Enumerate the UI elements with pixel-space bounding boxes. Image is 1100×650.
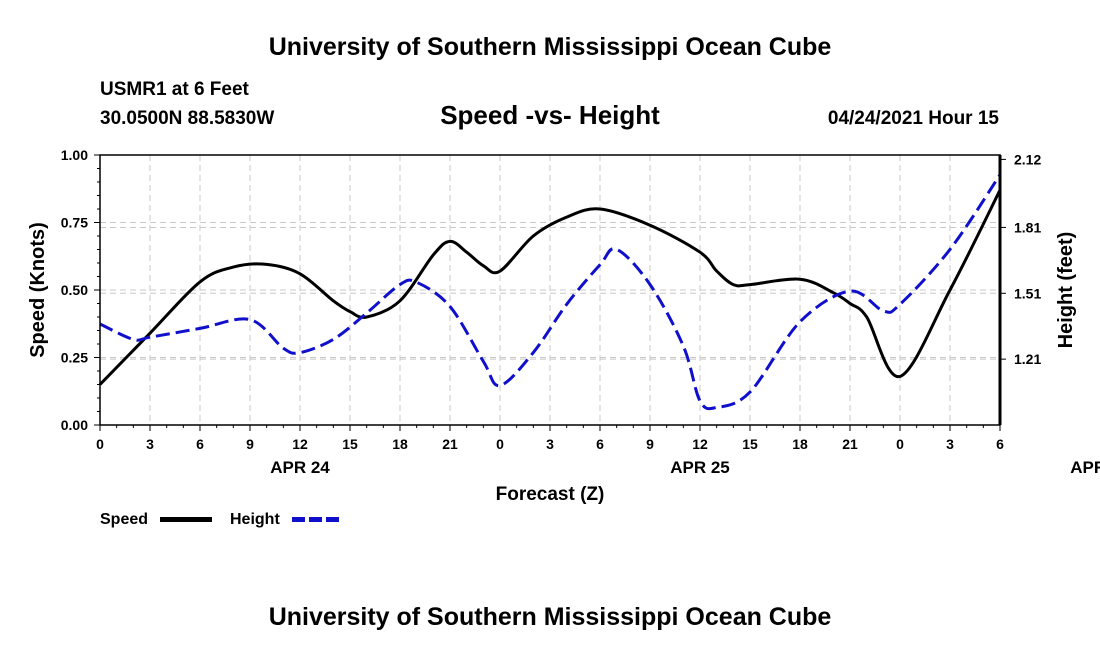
axes: 0 3 6 9 12 15 18 21 0 3 6 9 12 15 18 21 0 3 6 APR 24 APR 25 A… [61,147,1100,477]
y2-tick-label: 1.81 [1014,219,1041,235]
x-tick-label: 15 [742,436,758,452]
station-label: USMR1 at 6 Feet [100,79,250,100]
coordinates-label: 30.0500N 88.5830W [100,108,274,129]
series-lines [98,173,1002,411]
x-tick-label: 3 [546,436,554,452]
x-tick-label: 15 [342,436,358,452]
y-tick-label: 1.00 [61,147,88,163]
x-tick-label: 6 [196,436,204,452]
x-tick-label: 6 [596,436,604,452]
x-axis-label: Forecast (Z) [496,484,605,505]
y-tick-label: 0.00 [61,417,88,433]
y2-tick-label: 1.21 [1014,351,1041,367]
x-tick-label: 12 [692,436,708,452]
date-label: APR 25 [670,458,730,477]
datetime-label: 04/24/2021 Hour 15 [828,108,1000,129]
series-line-height [99,173,1002,411]
x-tick-label: 9 [646,436,654,452]
y-axis-label: Speed (Knots) [27,222,49,358]
grid-lines [100,155,1000,425]
series-line-speed [98,189,1002,386]
x-tick-label: 21 [842,436,858,452]
y2-axis-label: Height (feet) [1055,232,1077,349]
y-tick-label: 0.75 [61,215,88,231]
x-tick-label: 0 [896,436,904,452]
x-tick-label: 0 [496,436,504,452]
date-label: APR 26 [1070,458,1100,477]
x-tick-label: 18 [792,436,808,452]
date-label: APR 24 [270,458,330,477]
x-tick-label: 18 [392,436,408,452]
y2-tick-label: 1.51 [1014,285,1041,301]
x-tick-label: 3 [146,436,154,452]
y-tick-label: 0.25 [61,350,88,366]
legend: Speed Height [100,511,342,528]
legend-speed-label: Speed [100,511,148,528]
x-tick-label: 9 [246,436,254,452]
chart-title: Speed -vs- Height [440,100,660,130]
x-tick-label: 3 [946,436,954,452]
x-tick-label: 0 [96,436,104,452]
y2-tick-label: 2.12 [1014,151,1041,167]
page-title: University of Southern Mississippi Ocean… [269,33,832,61]
y-tick-label: 0.50 [61,282,88,298]
footer-title: University of Southern Mississippi Ocean… [269,603,832,631]
legend-height-label: Height [230,511,280,528]
x-tick-label: 6 [996,436,1004,452]
x-tick-label: 21 [442,436,458,452]
x-tick-label: 12 [292,436,308,452]
